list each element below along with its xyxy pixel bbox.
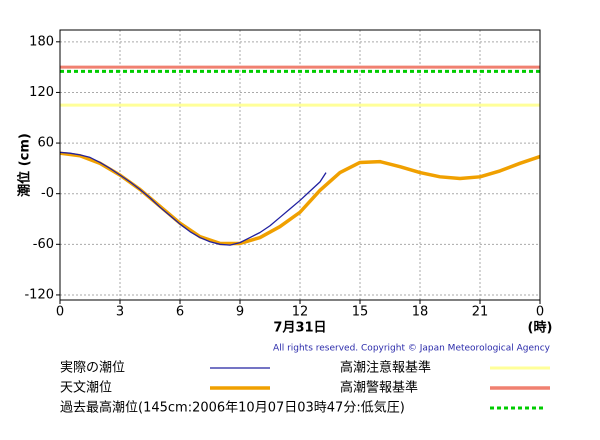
x-tick-label: 21 — [472, 305, 489, 320]
x-tick-label: 9 — [236, 305, 244, 320]
x-tick-label: 6 — [176, 305, 184, 320]
legend-label: 高潮注意報基準 — [340, 360, 431, 376]
x-axis-unit: (時) — [528, 320, 553, 336]
y-tick-label: 60 — [37, 136, 54, 151]
legend-label: 天文潮位 — [60, 381, 112, 396]
copyright: All rights reserved. Copyright © Japan M… — [273, 344, 551, 354]
y-tick-label: 120 — [29, 85, 54, 100]
y-axis-label: 潮位 (cm) — [17, 133, 33, 197]
x-tick-label: 18 — [412, 305, 429, 320]
series-line — [59, 151, 327, 246]
y-tick-label: -0 — [41, 186, 54, 201]
legend-label: 過去最高潮位(145cm:2006年10月07日03時47分:低気圧) — [60, 400, 405, 416]
y-tick-label: -120 — [24, 287, 54, 302]
plot-frame — [59, 29, 541, 301]
legend-label: 高潮警報基準 — [340, 380, 418, 396]
y-tick-label: -60 — [33, 237, 54, 252]
x-tick-label: 12 — [292, 305, 309, 320]
y-tick-label: 180 — [29, 34, 54, 49]
x-axis-label: 7月31日 — [273, 321, 326, 336]
x-tick-label: 3 — [116, 305, 124, 320]
legend-label: 実際の潮位 — [60, 360, 125, 376]
x-tick-label: 15 — [352, 305, 369, 320]
x-tick-label: 0 — [536, 305, 544, 320]
x-tick-label: 0 — [56, 305, 64, 320]
